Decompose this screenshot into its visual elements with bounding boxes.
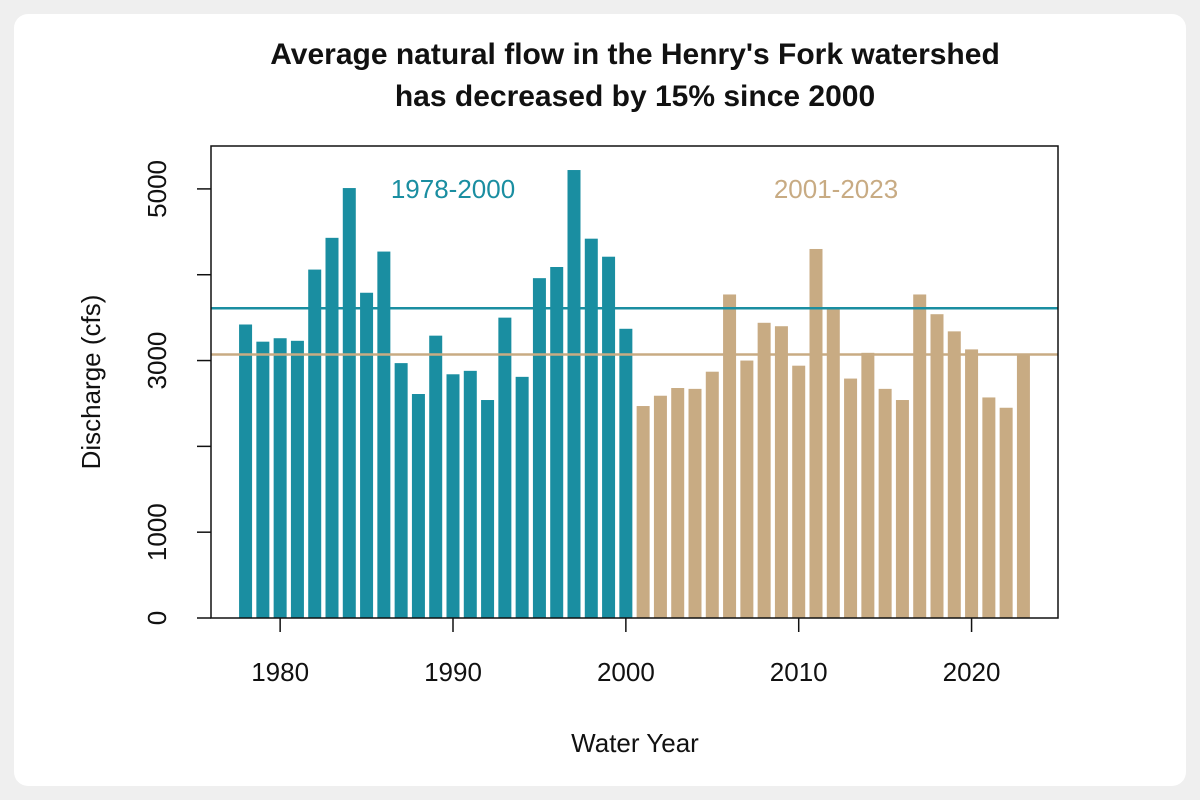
bar-1992 [481,400,495,618]
mean-lines [211,306,1058,356]
x-tick-label: 1980 [251,657,309,687]
x-tick-label: 1990 [424,657,482,687]
bar-1983 [325,237,339,618]
bar-2002 [653,395,667,618]
axes: 0 1000 3000 5000 1980 1990 2000 2010 2020 [142,160,1000,687]
y-tick-label: 5000 [142,160,172,218]
x-axis-label: Water Year [571,728,699,758]
bar-1985 [360,292,374,618]
bar-1998 [584,238,598,618]
bar-2016 [895,400,909,618]
chart-title-line-2: has decreased by 15% since 2000 [395,80,875,113]
x-tick-label: 2020 [943,657,1001,687]
bar-1994 [515,376,529,618]
bar-2017 [913,294,927,618]
bar-2023 [1016,354,1030,618]
bar-1986 [377,251,391,618]
bar-1996 [550,267,564,618]
y-tick-label: 1000 [142,503,172,561]
bar-2005 [705,371,719,618]
period-label-1978-2000: 1978-2000 [391,174,515,204]
bar-2014 [861,352,875,618]
bar-2012 [826,309,840,618]
bar-2011 [809,248,823,619]
bar-2019 [947,331,961,618]
bar-1988 [411,394,425,618]
bar-1990 [446,374,460,618]
y-tick-label: 3000 [142,332,172,390]
bar-2021 [982,397,996,618]
bar-1982 [308,269,322,618]
bar-2003 [671,388,685,618]
bar-2004 [688,388,702,618]
bar-1991 [463,370,477,618]
chart-title-line-1: Average natural flow in the Henry's Fork… [270,38,1000,71]
bar-1995 [532,278,546,618]
period-label-2001-2023: 2001-2023 [774,174,898,204]
plot-frame [210,145,1059,619]
y-tick-label: 0 [142,611,172,625]
bar-2015 [878,388,892,618]
bar-1997 [567,170,581,618]
bar-2018 [930,314,944,618]
bar-2013 [844,378,858,618]
bar-1978 [239,324,253,618]
bars [239,170,1030,619]
bar-2010 [792,365,806,618]
bar-2001 [636,406,650,618]
bar-1999 [602,256,616,618]
bar-2008 [757,322,771,618]
bar-1979 [256,341,270,618]
bar-1993 [498,317,512,618]
x-tick-label: 2010 [770,657,828,687]
bar-1987 [394,363,408,618]
bar-1981 [290,340,304,618]
bar-chart: Average natural flow in the Henry's Fork… [76,38,1059,758]
bar-2009 [774,326,788,618]
y-axis-label: Discharge (cfs) [76,295,106,470]
bar-1984 [342,188,356,619]
bar-1989 [429,335,443,618]
bar-1980 [273,338,287,618]
bar-2007 [740,360,754,618]
bar-2022 [999,407,1013,618]
bar-2020 [965,349,979,618]
x-tick-label: 2000 [597,657,655,687]
bar-2006 [723,294,737,618]
bar-2000 [619,328,633,618]
chart-card: Average natural flow in the Henry's Fork… [14,14,1186,786]
